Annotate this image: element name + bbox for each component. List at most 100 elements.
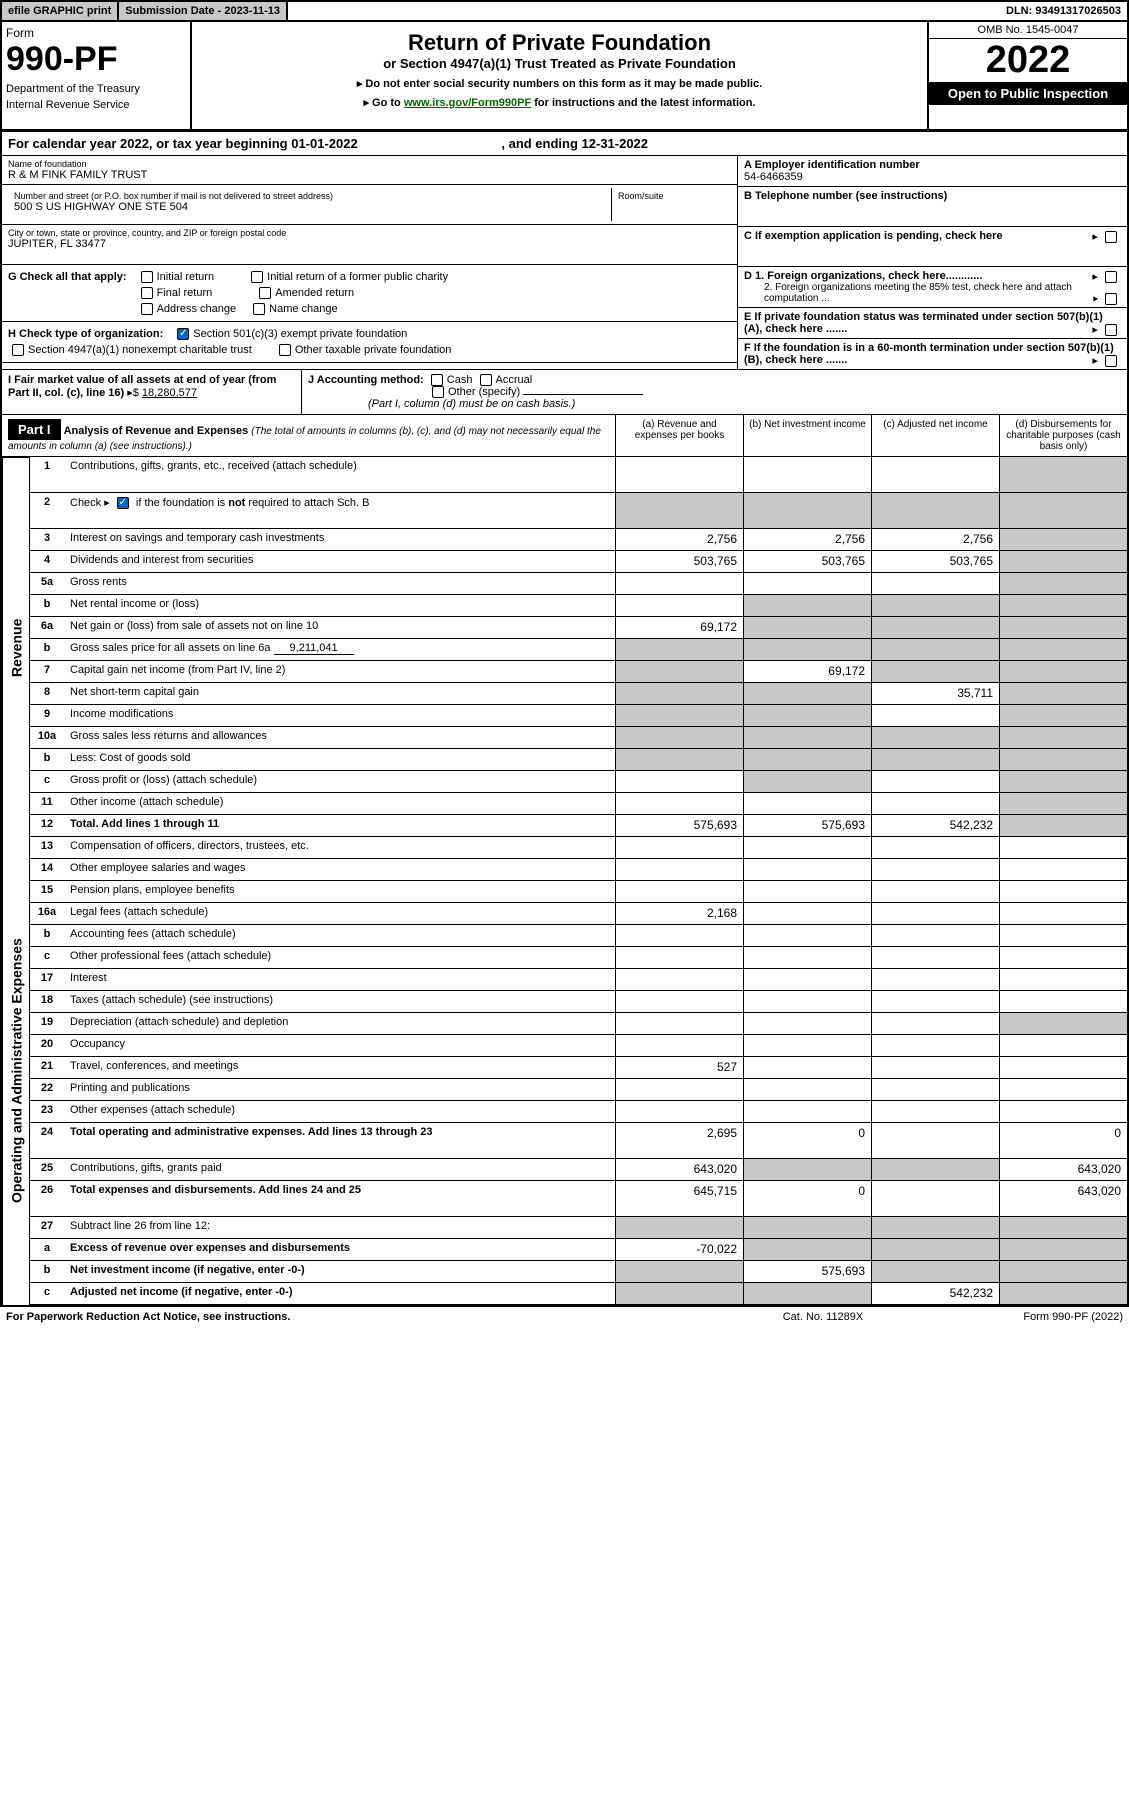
- initial-former-checkbox[interactable]: [251, 271, 263, 283]
- line-number: 19: [30, 1013, 64, 1034]
- revenue-label: Revenue: [2, 457, 30, 837]
- cell-a: [615, 573, 743, 594]
- line-desc: Income modifications: [64, 705, 615, 726]
- e-checkbox[interactable]: [1105, 324, 1117, 336]
- cell-c: [871, 1035, 999, 1056]
- header-left: Form 990-PF Department of the Treasury I…: [2, 22, 192, 129]
- form-number: 990-PF: [6, 40, 186, 79]
- cell-d: [999, 1035, 1127, 1056]
- line-number: 6a: [30, 617, 64, 638]
- cell-c: [871, 639, 999, 660]
- cell-a: [615, 947, 743, 968]
- form-container: efile GRAPHIC print Submission Date - 20…: [0, 0, 1129, 1307]
- amended-checkbox[interactable]: [259, 287, 271, 299]
- cell-b: [743, 749, 871, 770]
- cell-c: [871, 1079, 999, 1100]
- entity-block: Name of foundation R & M FINK FAMILY TRU…: [2, 156, 1127, 370]
- accrual-checkbox[interactable]: [480, 374, 492, 386]
- line-desc: Total. Add lines 1 through 11: [64, 815, 615, 836]
- d2-checkbox[interactable]: [1105, 293, 1117, 305]
- line-number: 1: [30, 457, 64, 492]
- other-taxable-checkbox[interactable]: [279, 344, 291, 356]
- form-link[interactable]: www.irs.gov/Form990PF: [404, 97, 531, 109]
- line-number: 5a: [30, 573, 64, 594]
- line-desc: Interest on savings and temporary cash i…: [64, 529, 615, 550]
- schb-checkbox[interactable]: [117, 497, 129, 509]
- cell-d: [999, 1239, 1127, 1260]
- cell-d: 643,020: [999, 1181, 1127, 1216]
- line-desc: Other professional fees (attach schedule…: [64, 947, 615, 968]
- final-return-checkbox[interactable]: [141, 287, 153, 299]
- cell-c: [871, 705, 999, 726]
- line-row: 1Contributions, gifts, grants, etc., rec…: [30, 457, 1127, 493]
- line-desc: Interest: [64, 969, 615, 990]
- cell-b: [743, 727, 871, 748]
- cell-d: [999, 661, 1127, 682]
- line-number: c: [30, 771, 64, 792]
- cell-d: [999, 683, 1127, 704]
- line-row: 3Interest on savings and temporary cash …: [30, 529, 1127, 551]
- line-number: 10a: [30, 727, 64, 748]
- line-desc: Net gain or (loss) from sale of assets n…: [64, 617, 615, 638]
- instruction-1: ▸ Do not enter social security numbers o…: [200, 77, 919, 90]
- cell-a: [615, 1283, 743, 1304]
- cell-c: [871, 1261, 999, 1282]
- name-change-checkbox[interactable]: [253, 303, 265, 315]
- cell-a: [615, 1035, 743, 1056]
- submission-date: Submission Date - 2023-11-13: [119, 2, 288, 20]
- initial-return-checkbox[interactable]: [141, 271, 153, 283]
- address-row: Number and street (or P.O. box number if…: [2, 185, 737, 225]
- line-number: 9: [30, 705, 64, 726]
- cell-b: [743, 1101, 871, 1122]
- entity-left: Name of foundation R & M FINK FAMILY TRU…: [2, 156, 737, 369]
- d1-checkbox[interactable]: [1105, 271, 1117, 283]
- line-row: 27Subtract line 26 from line 12:: [30, 1217, 1127, 1239]
- line-desc: Net rental income or (loss): [64, 595, 615, 616]
- line-row: 23Other expenses (attach schedule): [30, 1101, 1127, 1123]
- cell-c: [871, 727, 999, 748]
- ein: 54-6466359: [744, 171, 1121, 183]
- line-row: 10aGross sales less returns and allowanc…: [30, 727, 1127, 749]
- line-number: c: [30, 1283, 64, 1304]
- line-number: 25: [30, 1159, 64, 1180]
- cell-b: [743, 705, 871, 726]
- line-number: 2: [30, 493, 64, 528]
- line-desc: Occupancy: [64, 1035, 615, 1056]
- cell-b: [743, 1283, 871, 1304]
- cell-d: [999, 551, 1127, 572]
- cell-d: [999, 925, 1127, 946]
- line-number: a: [30, 1239, 64, 1260]
- cell-b: [743, 859, 871, 880]
- 501c3-checkbox[interactable]: [177, 328, 189, 340]
- cell-b: [743, 903, 871, 924]
- tax-year: 2022: [929, 39, 1127, 82]
- cell-a: 69,172: [615, 617, 743, 638]
- line-row: 2Check ▸ if the foundation is not requir…: [30, 493, 1127, 529]
- cell-b: [743, 1217, 871, 1238]
- cell-a: [615, 683, 743, 704]
- line-number: b: [30, 639, 64, 660]
- cell-d: [999, 771, 1127, 792]
- address-change-checkbox[interactable]: [141, 303, 153, 315]
- f-checkbox[interactable]: [1105, 355, 1117, 367]
- cash-checkbox[interactable]: [431, 374, 443, 386]
- line-row: 6aNet gain or (loss) from sale of assets…: [30, 617, 1127, 639]
- other-method-checkbox[interactable]: [432, 386, 444, 398]
- topbar: efile GRAPHIC print Submission Date - 20…: [2, 2, 1127, 22]
- cell-d: [999, 639, 1127, 660]
- line-desc: Travel, conferences, and meetings: [64, 1057, 615, 1078]
- line-row: 4Dividends and interest from securities5…: [30, 551, 1127, 573]
- cell-d: [999, 457, 1127, 492]
- line-number: 22: [30, 1079, 64, 1100]
- cell-a: [615, 727, 743, 748]
- 4947-checkbox[interactable]: [12, 344, 24, 356]
- cell-b: [743, 837, 871, 858]
- cell-c: [871, 1101, 999, 1122]
- line-number: 4: [30, 551, 64, 572]
- c-checkbox[interactable]: [1105, 231, 1117, 243]
- line-row: 7Capital gain net income (from Part IV, …: [30, 661, 1127, 683]
- cell-b: [743, 1035, 871, 1056]
- cell-b: [743, 1159, 871, 1180]
- h-check-row: H Check type of organization: Section 50…: [2, 322, 737, 363]
- cell-c: [871, 947, 999, 968]
